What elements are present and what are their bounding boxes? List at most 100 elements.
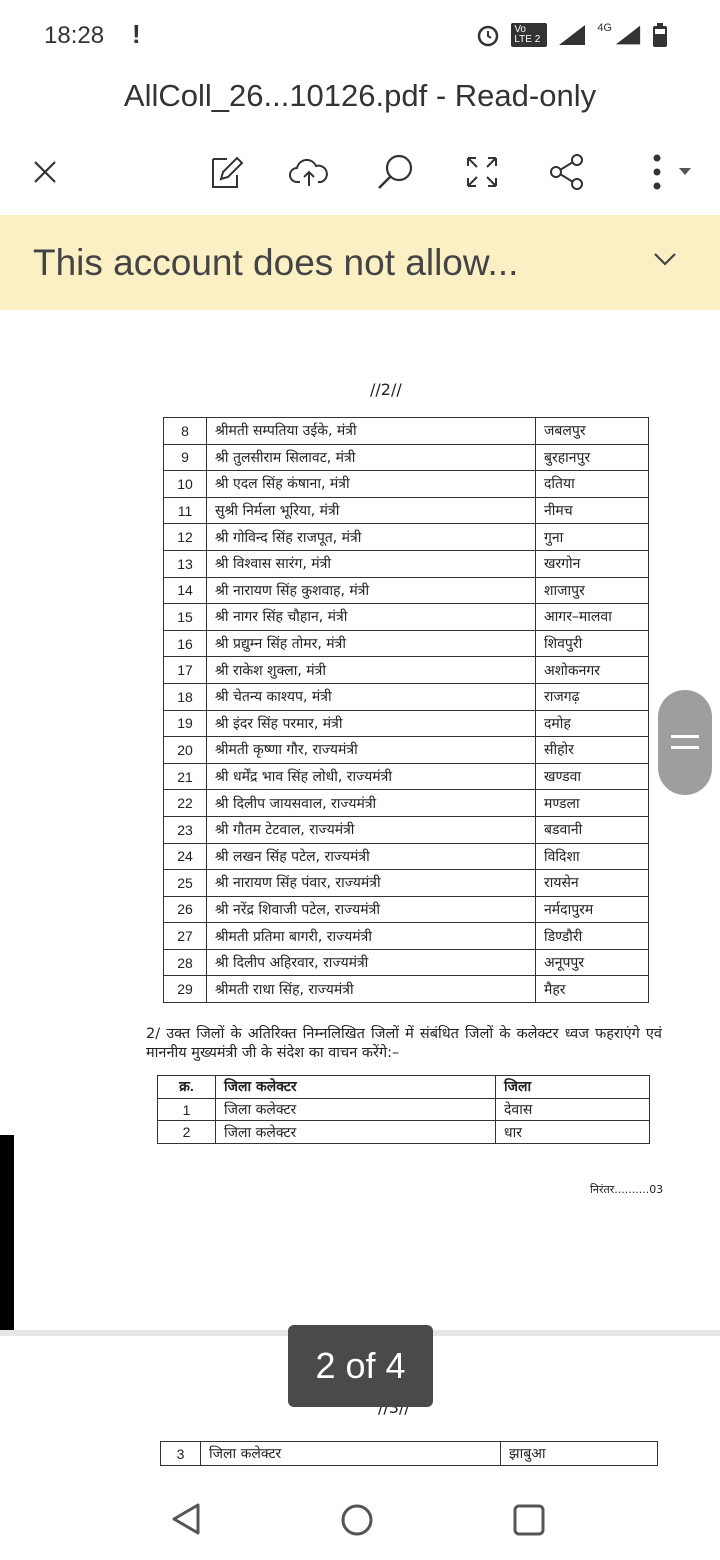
district-cell: अनूपपुर <box>535 948 649 977</box>
serial-cell: 16 <box>163 629 207 658</box>
district-cell: मण्डला <box>535 789 649 817</box>
name-cell: श्री गोविन्द सिंह राजपूत, मंत्री <box>206 523 536 551</box>
serial-cell: 11 <box>163 496 207 525</box>
table-row: 26 श्री नरेंद्र शिवाजी पटेल, राज्यमंत्री न… <box>163 895 649 924</box>
recents-icon[interactable] <box>512 1503 546 1537</box>
volte-icon: Vo LTE 2 <box>511 23 548 47</box>
district-cell: मैहर <box>535 975 649 1004</box>
name-cell: श्री चेतन्य काश्यप, मंत्री <box>206 682 536 711</box>
scan-edge <box>0 1135 14 1330</box>
serial-cell: 25 <box>163 869 207 897</box>
collector-table: क्र. जिला कलेक्टर जिला 1 जिला कलेक्टर देवा… <box>157 1075 650 1145</box>
serial-cell: 18 <box>163 682 207 711</box>
toolbar <box>0 140 720 200</box>
district-cell: धार <box>495 1120 650 1145</box>
banner-text: This account does not allow... <box>33 242 519 283</box>
cloud-upload-icon <box>289 158 328 186</box>
edit-button[interactable] <box>205 150 249 194</box>
name-cell: श्रीमती प्रतिमा बागरी, राज्यमंत्री <box>206 922 536 950</box>
signal-icon <box>559 25 586 45</box>
name-cell: श्री एदल सिंह कंषाना, मंत्री <box>206 470 536 498</box>
header-cell: जिला कलेक्टर <box>215 1075 496 1099</box>
more-icon <box>653 154 691 190</box>
name-cell: जिला कलेक्टर <box>215 1120 496 1145</box>
district-cell: देवास <box>495 1097 650 1122</box>
fullscreen-icon <box>467 157 497 187</box>
district-cell: झाबुआ <box>500 1441 658 1466</box>
table-row: 14 श्री नारायण सिंह कुशवाह, मंत्री शाजापुर <box>163 576 649 605</box>
chevron-down-icon[interactable] <box>652 250 678 268</box>
name-cell: जिला कलेक्टर <box>200 1441 501 1466</box>
name-cell: श्री दिलीप अहिरवार, राज्यमंत्री <box>206 948 536 977</box>
name-cell: श्री नरेंद्र शिवाजी पटेल, राज्यमंत्री <box>206 895 536 924</box>
district-cell: सीहोर <box>535 736 649 764</box>
serial-cell: 24 <box>163 842 207 871</box>
table-row: 1 जिला कलेक्टर देवास <box>157 1097 650 1122</box>
table-row: 19 श्री इंदर सिंह परमार, मंत्री दमोह <box>163 709 649 738</box>
table-row: 21 श्री धर्मेंद्र भाव सिंह लोधी, राज्यमंत… <box>163 762 649 791</box>
home-icon[interactable] <box>340 1503 374 1537</box>
name-cell: श्री विश्वास सारंग, मंत्री <box>206 549 536 578</box>
district-cell: राजगढ़ <box>535 682 649 711</box>
serial-cell: 21 <box>163 762 207 791</box>
scroll-handle[interactable] <box>658 690 712 795</box>
more-options-button[interactable] <box>640 150 696 194</box>
serial-cell: 10 <box>163 470 207 498</box>
serial-cell: 29 <box>163 975 207 1004</box>
share-button[interactable] <box>545 150 589 194</box>
battery-icon <box>653 23 667 47</box>
district-cell: शिवपुरी <box>535 629 649 658</box>
header-cell: क्र. <box>157 1075 216 1099</box>
district-cell: रायसेन <box>535 869 649 897</box>
name-cell: श्री गौतम टेटवाल, राज्यमंत्री <box>206 815 536 844</box>
table-row: 15 श्री नागर सिंह चौहान, मंत्री आगर–मालवा <box>163 603 649 631</box>
serial-cell: 1 <box>157 1097 216 1122</box>
table-header-row: क्र. जिला कलेक्टर जिला <box>157 1075 650 1099</box>
account-banner[interactable] <box>0 215 720 310</box>
page-indicator: 2 of 4 <box>288 1325 433 1407</box>
district-cell: दतिया <box>535 470 649 498</box>
serial-cell: 22 <box>163 789 207 817</box>
paragraph: 2/ उक्त जिलों के अतिरिक्त निम्नलिखित जिल… <box>146 1026 662 1061</box>
serial-cell: 20 <box>163 736 207 764</box>
table-row: 9 श्री तुलसीराम सिलावट, मंत्री बुरहानपुर <box>163 443 649 472</box>
name-cell: श्री इंदर सिंह परमार, मंत्री <box>206 709 536 738</box>
serial-cell: 17 <box>163 656 207 684</box>
table-row: 22 श्री दिलीप जायसवाल, राज्यमंत्री मण्डला <box>163 789 649 817</box>
name-cell: श्रीमती राधा सिंह, राज्यमंत्री <box>206 975 536 1004</box>
back-icon[interactable] <box>170 1502 202 1536</box>
serial-cell: 14 <box>163 576 207 605</box>
serial-cell: 26 <box>163 895 207 924</box>
table-row: 3 जिला कलेक्टर झाबुआ <box>160 1441 658 1466</box>
serial-cell: 23 <box>163 815 207 844</box>
district-cell: दमोह <box>535 709 649 738</box>
upload-button[interactable] <box>287 150 331 194</box>
serial-cell: 28 <box>163 948 207 977</box>
name-cell: श्री नारायण सिंह पंवार, राज्यमंत्री <box>206 869 536 897</box>
search-icon <box>378 154 413 189</box>
name-cell: श्री लखन सिंह पटेल, राज्यमंत्री <box>206 842 536 871</box>
table-row: 23 श्री गौतम टेटवाल, राज्यमंत्री बडवानी <box>163 815 649 844</box>
share-icon <box>550 154 583 190</box>
fullscreen-button[interactable] <box>460 150 504 194</box>
table-row: 29 श्रीमती राधा सिंह, राज्यमंत्री मैहर <box>163 975 649 1004</box>
close-icon <box>34 161 56 183</box>
district-cell: बडवानी <box>535 815 649 844</box>
name-cell: श्री धर्मेंद्र भाव सिंह लोधी, राज्यमंत्र… <box>206 762 536 791</box>
name-cell: श्री दिलीप जायसवाल, राज्यमंत्री <box>206 789 536 817</box>
table-row: 18 श्री चेतन्य काश्यप, मंत्री राजगढ़ <box>163 682 649 711</box>
table-row: 2 जिला कलेक्टर धार <box>157 1120 650 1145</box>
table-row: 20 श्रीमती कृष्णा गौर, राज्यमंत्री सीहोर <box>163 736 649 764</box>
district-cell: शाजापुर <box>535 576 649 605</box>
table-row: 12 श्री गोविन्द सिंह राजपूत, मंत्री गुना <box>163 523 649 551</box>
table-row: 25 श्री नारायण सिंह पंवार, राज्यमंत्री राय… <box>163 869 649 897</box>
search-button[interactable] <box>373 150 417 194</box>
document-title: AllColl_26...10126.pdf - Read-only <box>123 78 597 113</box>
close-button[interactable] <box>23 150 67 194</box>
district-cell: जबलपुर <box>535 417 649 445</box>
district-cell: आगर–मालवा <box>535 603 649 631</box>
table-row: 16 श्री प्रद्युम्न सिंह तोमर, मंत्री शिवपु… <box>163 629 649 658</box>
district-cell: विदिशा <box>535 842 649 871</box>
district-cell: नर्मदापुरम <box>535 895 649 924</box>
district-cell: डिण्डौरी <box>535 922 649 950</box>
